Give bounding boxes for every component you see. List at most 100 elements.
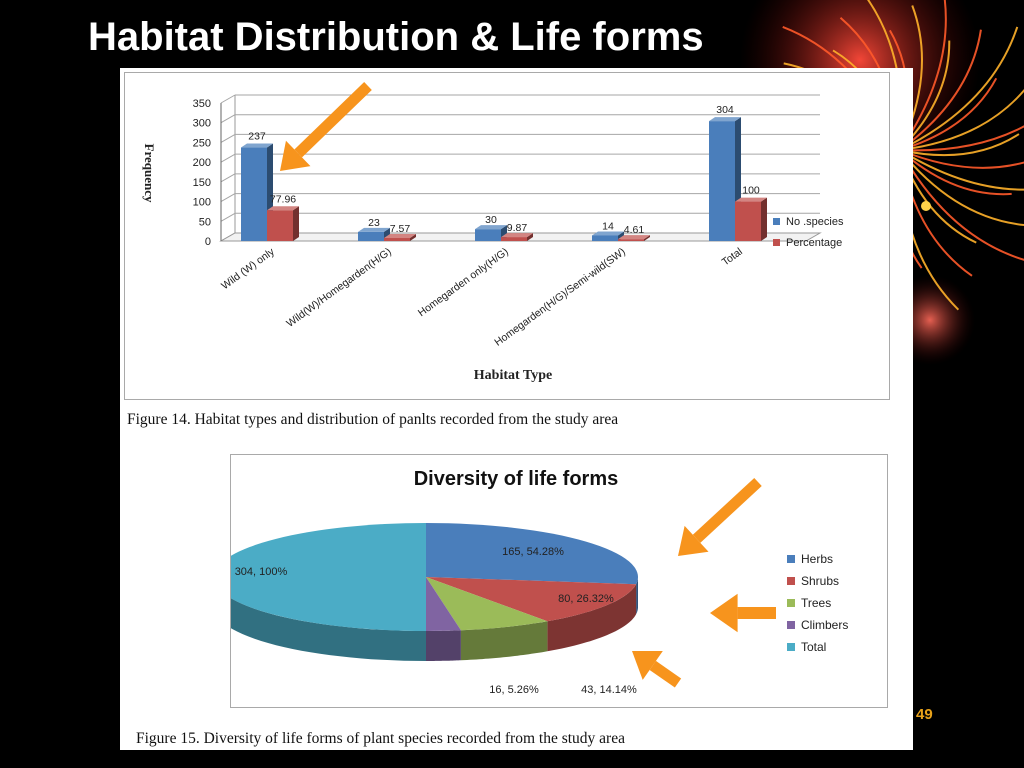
legend-label: Shrubs <box>801 574 839 588</box>
bar-top <box>267 206 299 211</box>
gridline-side <box>220 133 236 143</box>
pie-slice <box>426 577 461 632</box>
pie-slice <box>426 577 637 622</box>
gridline-side <box>220 94 236 104</box>
bar-top <box>592 231 624 236</box>
data-label: 4.61 <box>624 224 645 236</box>
legend-swatch <box>773 239 780 246</box>
pie-sides <box>231 577 638 661</box>
bar-top <box>501 233 533 238</box>
data-label: 30 <box>485 214 497 226</box>
x-axis-label: Habitat Type <box>474 368 552 383</box>
legend-label: No .species <box>786 216 844 228</box>
pie-title: Diversity of life forms <box>414 468 619 490</box>
legend-swatch <box>773 218 780 225</box>
data-label: 9.87 <box>507 222 528 234</box>
figure-panel: 0 50 100 150 200 250 300 350 237 77.96 Wild (W) on… <box>120 68 913 750</box>
bar-top <box>475 225 507 230</box>
bar-side <box>293 206 299 241</box>
pie-slice <box>426 577 548 631</box>
figure15-caption: Figure 15. Diversity of life forms of pl… <box>136 730 625 747</box>
legend: No .species Percentage <box>773 216 844 249</box>
bars <box>241 117 767 241</box>
arrow-head <box>678 525 709 556</box>
slice-label: 304, 100% <box>235 566 288 578</box>
data-label: 7.57 <box>390 223 411 235</box>
slide-title: Habitat Distribution & Life forms <box>88 15 704 59</box>
slice-side <box>426 630 461 661</box>
slice-side <box>636 577 638 615</box>
legend-label: Percentage <box>786 237 842 249</box>
y-tick-label: 350 <box>193 98 211 110</box>
legend-swatch <box>787 555 795 563</box>
y-tick-label: 250 <box>193 137 211 149</box>
y-tick-label: 50 <box>199 216 211 228</box>
firework-streak <box>899 77 998 151</box>
arrow-herbs <box>678 477 762 556</box>
bar-top <box>709 117 741 122</box>
slice-label: 80, 26.32% <box>558 593 614 605</box>
page-number: 49 <box>916 706 933 723</box>
bar-side <box>644 235 650 241</box>
arrow-trees <box>632 651 682 688</box>
legend-swatch <box>787 599 795 607</box>
firework-streak <box>899 133 1020 157</box>
habitat-bar-chart-frame: 0 50 100 150 200 250 300 350 237 77.96 Wild (W) on… <box>124 72 890 400</box>
bar-top <box>384 234 416 239</box>
legend-label: Herbs <box>801 552 833 566</box>
pie-tops <box>231 523 638 632</box>
legend-label: Climbers <box>801 618 848 632</box>
bar <box>384 238 410 241</box>
y-tick-label: 200 <box>193 157 211 169</box>
slice-side <box>547 584 637 652</box>
data-label: 77.96 <box>270 193 296 205</box>
firework-streak <box>899 29 982 151</box>
y-tick-label: 300 <box>193 118 211 130</box>
slice-label: 43, 14.14% <box>581 684 637 696</box>
firework-streak <box>899 149 1024 169</box>
gridline-side <box>220 212 236 222</box>
legend-swatch <box>787 577 795 585</box>
firework-streak <box>899 26 1019 151</box>
bar <box>709 121 735 241</box>
arrow-head <box>632 651 663 680</box>
data-label: 304 <box>716 104 734 116</box>
arrow-head <box>280 140 311 171</box>
gridline-side <box>220 193 236 203</box>
data-label: 100 <box>742 185 760 197</box>
bar <box>501 237 527 241</box>
data-label: 23 <box>368 217 380 229</box>
legend-label: Trees <box>801 596 831 610</box>
pie-legend: Herbs Shrubs Trees Climbers Total <box>787 552 848 654</box>
bar-top <box>735 197 767 202</box>
bar <box>358 231 384 241</box>
arrow-shaft <box>649 660 682 688</box>
pie-slice <box>231 523 426 631</box>
slice-label: 165, 54.28% <box>502 546 564 558</box>
bar <box>475 229 501 241</box>
bar <box>267 210 293 241</box>
bar <box>592 235 618 241</box>
firework-streak <box>899 125 1024 152</box>
y-tick-label: 0 <box>205 236 211 248</box>
data-label: 14 <box>602 220 614 232</box>
life-forms-pie-chart: Diversity of life forms 165, 54.28% 80, 26… <box>231 468 848 696</box>
bar-top <box>618 235 650 240</box>
arrow-wild-only <box>280 82 372 171</box>
bar-top <box>241 143 273 148</box>
life-forms-pie-chart-frame: Diversity of life forms 165, 54.28% 80, 26… <box>230 454 888 708</box>
bar-side <box>761 197 767 241</box>
y-tick-label: 150 <box>193 177 211 189</box>
arrow-shrubs <box>710 593 776 633</box>
bar-side <box>527 233 533 241</box>
arrow-shaft <box>294 82 372 158</box>
pie-slice <box>426 523 638 585</box>
firework-streak <box>899 88 1024 151</box>
gridline-side <box>220 114 236 124</box>
y-tick-label: 100 <box>193 197 211 209</box>
bar <box>735 201 761 241</box>
legend-label: Total <box>801 640 826 654</box>
data-label: 237 <box>248 131 266 143</box>
